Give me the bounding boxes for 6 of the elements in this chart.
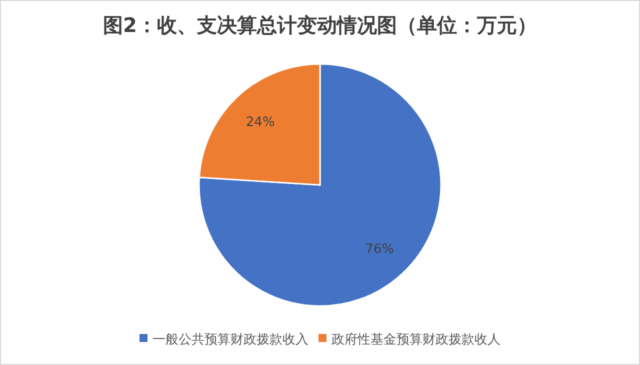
legend-label: 一般公共预算财政拨款收入 xyxy=(152,332,308,348)
data-label: 76% xyxy=(365,242,394,258)
data-label: 24% xyxy=(246,115,275,130)
chart-title: 图2：收、支决算总计变动情况图（单位：万元） xyxy=(103,13,537,37)
pie-slice xyxy=(198,63,442,307)
legend-label: 政府性基金预算财政拨款收人 xyxy=(332,332,500,348)
